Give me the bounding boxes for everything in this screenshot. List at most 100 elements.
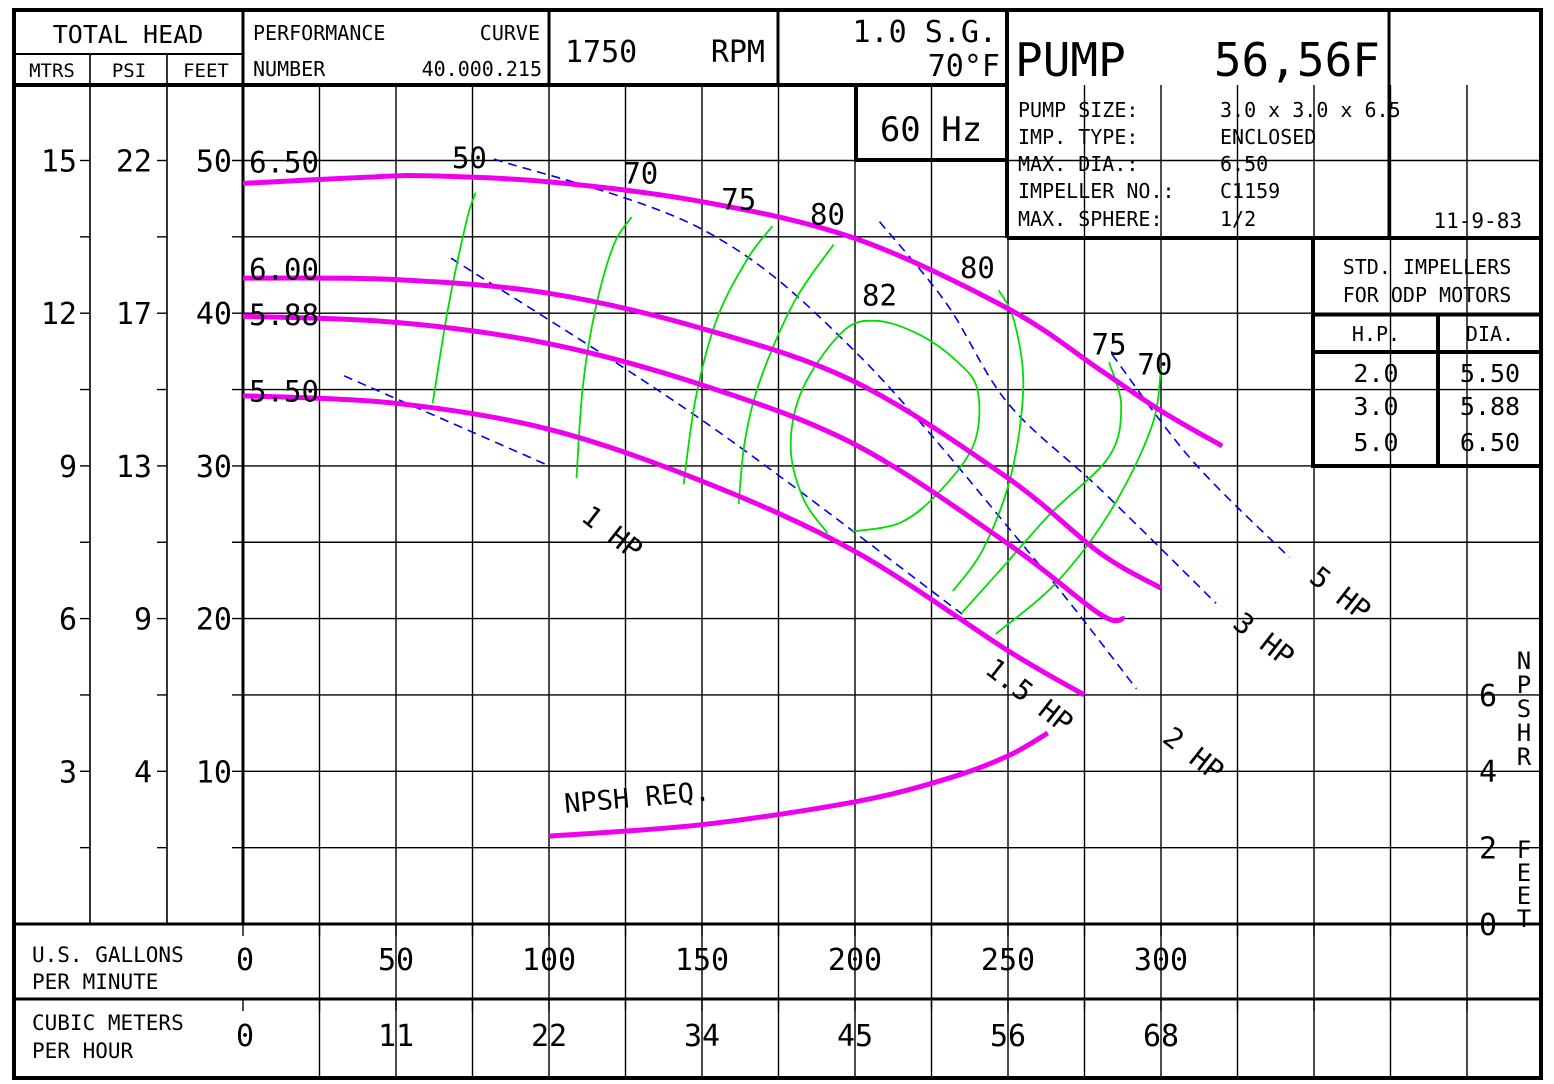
rpm-value: 1750: [565, 35, 637, 70]
efficiency-curve-82: [789, 319, 981, 534]
psi-tick-label: 9: [134, 603, 152, 638]
mtrs-tick-label: 15: [41, 145, 77, 180]
impeller-row-dia: 5.88: [1460, 392, 1520, 421]
efficiency-label: 82: [862, 279, 897, 313]
m3h-tick-label: 45: [837, 1019, 873, 1054]
npsh-tick-label: 2: [1479, 832, 1497, 867]
efficiency-label: 70: [1137, 347, 1172, 381]
spec-value: 3.0 x 3.0 x 6.5: [1220, 98, 1401, 122]
hp-line-1-5-hp: [450, 257, 963, 615]
hp-line-3-hp: [878, 221, 1217, 604]
temperature: 70°F: [928, 49, 1000, 84]
m3h-tick-label: 68: [1143, 1019, 1179, 1054]
spec-value: 6.50: [1220, 152, 1268, 176]
impeller-row-hp: 3.0: [1353, 392, 1398, 421]
impeller-diameter-label: 5.88: [249, 298, 319, 332]
efficiency-label: 70: [623, 156, 658, 190]
hp-line-2-hp: [493, 158, 1138, 690]
npsh-required-curve: [548, 730, 1050, 839]
efficiency-curve-75: [682, 225, 774, 485]
mtrs-tick-label: 3: [59, 755, 77, 790]
spec-value: C1159: [1220, 179, 1280, 203]
gpm-tick-label: 200: [828, 943, 882, 978]
specific-gravity: 1.0 S.G.: [853, 15, 998, 50]
feet-tick-label: 10: [196, 755, 232, 790]
mtrs-tick-label: 12: [41, 297, 77, 332]
feet-tick-label: 40: [196, 297, 232, 332]
curves: [242, 158, 1291, 839]
mtrs-tick-label: 9: [59, 450, 77, 485]
feet-letter: E: [1517, 882, 1531, 910]
curve-date: 11-9-83: [1433, 209, 1522, 233]
rpm-unit: RPM: [711, 35, 765, 70]
feet-tick-label: 20: [196, 603, 232, 638]
mtrs-column-header: MTRS: [29, 60, 75, 82]
gpm-tick-label: 300: [1134, 943, 1188, 978]
impeller-diameter-label: 6.00: [249, 252, 319, 286]
frequency: 60 Hz: [880, 110, 982, 150]
spec-label: MAX. DIA.:: [1018, 152, 1138, 176]
spec-label: IMPELLER NO.:: [1018, 179, 1175, 203]
efficiency-label: 75: [1092, 327, 1127, 361]
impeller-row-hp: 2.0: [1353, 359, 1398, 388]
efficiency-label: 50: [452, 141, 487, 175]
efficiency-curve-70-right: [995, 368, 1162, 635]
m3h-axis-title-line2: PER HOUR: [32, 1039, 134, 1063]
npsh-tick-label: 0: [1479, 908, 1497, 943]
npsh-tick-label: 4: [1479, 755, 1497, 790]
spec-value: 1/2: [1220, 207, 1256, 231]
efficiency-curve-80-left: [737, 243, 835, 505]
hp-line-5-hp: [1111, 353, 1291, 559]
impeller-table-title: STD. IMPELLERS: [1343, 255, 1512, 279]
gpm-axis-title: U.S. GALLONS: [32, 943, 184, 967]
npsh-tick-label: 6: [1479, 679, 1497, 714]
m3h-axis-title: CUBIC METERS: [32, 1011, 184, 1035]
head-curve-5-50: [242, 393, 1086, 698]
gpm-tick-label: 0: [236, 943, 254, 978]
efficiency-label: 80: [960, 251, 995, 285]
m3h-tick-label: 0: [236, 1019, 254, 1054]
npshr-letter: P: [1517, 671, 1531, 699]
npshr-letter: H: [1517, 719, 1531, 747]
hz-box: [854, 83, 1009, 162]
head-curve-6-50: [242, 173, 1224, 449]
performance-label: PERFORMANCE: [253, 21, 385, 45]
m3h-tick-label: 22: [531, 1019, 567, 1054]
curve-number-value: 40.000.215: [422, 57, 542, 81]
frame: [12, 8, 1543, 1080]
efficiency-curve-75-right: [961, 361, 1123, 614]
impeller-table-hp-header: H.P.: [1352, 322, 1400, 346]
feet-tick-label: 50: [196, 145, 232, 180]
npshr-letter: R: [1517, 743, 1532, 771]
feet-tick-label: 30: [196, 450, 232, 485]
psi-tick-label: 17: [116, 297, 152, 332]
grid: [80, 54, 1541, 1078]
psi-tick-label: 13: [116, 450, 152, 485]
psi-column-header: PSI: [112, 60, 146, 82]
gpm-axis-title-line2: PER MINUTE: [32, 970, 158, 994]
impeller-diameter-label: 6.50: [249, 146, 319, 180]
impeller-table-dia-header: DIA.: [1466, 322, 1514, 346]
spec-label: MAX. SPHERE:: [1018, 207, 1163, 231]
impeller-table: STD. IMPELLERS FOR ODP MOTORS H.P. DIA. …: [1343, 255, 1520, 457]
impeller-row-dia: 5.50: [1460, 359, 1520, 388]
number-label: NUMBER: [253, 57, 326, 81]
psi-tick-label: 4: [134, 755, 152, 790]
feet-letter: F: [1517, 836, 1531, 864]
impeller-diameter-label: 5.50: [249, 375, 319, 409]
m3h-tick-label: 11: [378, 1019, 414, 1054]
pump-title: PUMP: [1015, 33, 1126, 87]
efficiency-curve-70: [575, 216, 633, 479]
npshr-letter: N: [1517, 647, 1531, 675]
mtrs-tick-label: 6: [59, 603, 77, 638]
total-head-title: TOTAL HEAD: [53, 20, 204, 49]
impeller-table-subtitle: FOR ODP MOTORS: [1343, 283, 1512, 307]
efficiency-label: 80: [810, 198, 845, 232]
pump-specs: PUMP SIZE: 3.0 x 3.0 x 6.5 IMP. TYPE: EN…: [1018, 98, 1401, 231]
feet-column-header: FEET: [183, 60, 229, 82]
head-curve-5-88: [242, 313, 1125, 624]
pump-model: 56,56F: [1214, 33, 1380, 87]
